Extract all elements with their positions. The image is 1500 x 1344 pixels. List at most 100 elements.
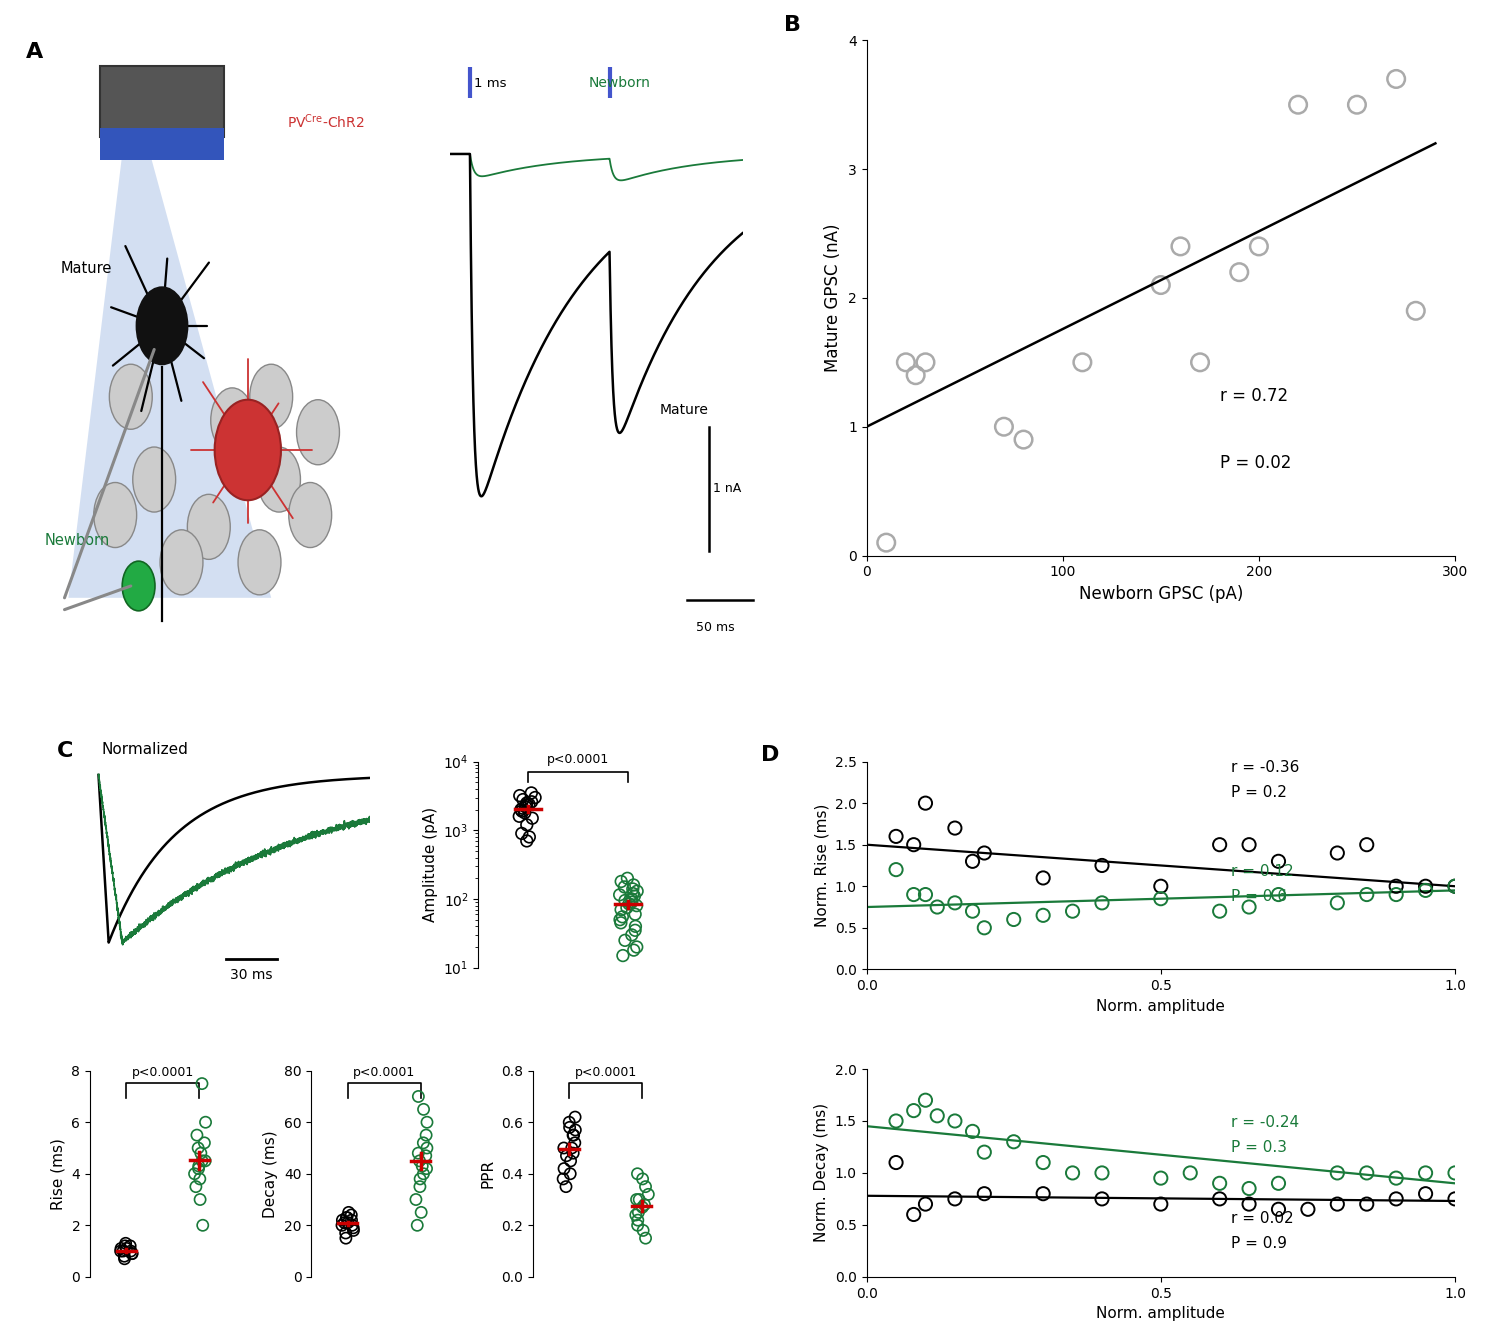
Point bbox=[519, 782, 543, 804]
Point bbox=[622, 903, 646, 925]
Point bbox=[884, 1110, 908, 1132]
Text: Newborn: Newborn bbox=[45, 532, 111, 547]
Point bbox=[1443, 875, 1467, 896]
Point bbox=[926, 896, 950, 918]
Point bbox=[108, 1241, 132, 1262]
Point bbox=[336, 1212, 360, 1234]
Point bbox=[884, 1152, 908, 1173]
Point bbox=[944, 817, 968, 839]
Point bbox=[405, 1215, 429, 1236]
Point bbox=[609, 913, 633, 934]
Point bbox=[626, 880, 650, 902]
Point bbox=[944, 892, 968, 914]
Point bbox=[972, 1141, 996, 1163]
Text: P = 0.3: P = 0.3 bbox=[1232, 1140, 1287, 1154]
Text: Mature: Mature bbox=[60, 261, 112, 276]
Point bbox=[914, 352, 938, 374]
Text: Newborn: Newborn bbox=[588, 75, 650, 90]
Point bbox=[411, 1132, 435, 1153]
Point bbox=[1384, 1168, 1408, 1189]
Point bbox=[902, 1204, 926, 1226]
Point bbox=[620, 925, 644, 946]
Text: p<0.0001: p<0.0001 bbox=[574, 1066, 636, 1079]
Point bbox=[561, 1125, 585, 1146]
Point bbox=[120, 1243, 144, 1265]
Point bbox=[632, 1220, 656, 1242]
Point bbox=[615, 896, 639, 918]
Text: p<0.0001: p<0.0001 bbox=[132, 1066, 194, 1079]
Point bbox=[1149, 875, 1173, 896]
Point bbox=[1208, 1172, 1231, 1193]
Y-axis label: Decay (ms): Decay (ms) bbox=[264, 1130, 279, 1218]
Point bbox=[1178, 1163, 1202, 1184]
Point bbox=[513, 796, 537, 817]
Point bbox=[507, 805, 531, 827]
Point bbox=[334, 1207, 358, 1228]
Point bbox=[1168, 235, 1192, 257]
Text: p<0.0001: p<0.0001 bbox=[352, 1066, 416, 1079]
Point bbox=[110, 1238, 134, 1259]
Point bbox=[416, 1111, 440, 1133]
Point bbox=[510, 801, 534, 823]
Point bbox=[408, 1176, 432, 1198]
Point bbox=[410, 1202, 434, 1223]
Point bbox=[626, 1163, 650, 1184]
Point bbox=[972, 1183, 996, 1204]
Point bbox=[408, 1168, 432, 1189]
Point bbox=[509, 785, 532, 806]
Point bbox=[614, 890, 638, 911]
Point bbox=[616, 892, 640, 914]
Text: p<0.0001: p<0.0001 bbox=[548, 754, 609, 766]
Point bbox=[1296, 1199, 1320, 1220]
Point bbox=[416, 1137, 440, 1159]
Point bbox=[333, 1222, 357, 1243]
Point bbox=[1002, 909, 1026, 930]
Y-axis label: Norm. Decay (ms): Norm. Decay (ms) bbox=[815, 1103, 830, 1242]
X-axis label: Norm. amplitude: Norm. amplitude bbox=[1096, 999, 1226, 1013]
Point bbox=[190, 1073, 214, 1094]
Point bbox=[1238, 1193, 1262, 1215]
Point bbox=[1090, 1163, 1114, 1184]
Point bbox=[884, 825, 908, 847]
Point bbox=[190, 1215, 214, 1236]
Point bbox=[620, 891, 644, 913]
Point bbox=[560, 1137, 584, 1159]
Text: D: D bbox=[760, 745, 778, 765]
Point bbox=[1011, 429, 1035, 450]
Point bbox=[884, 859, 908, 880]
Circle shape bbox=[110, 364, 153, 429]
Point bbox=[1002, 1132, 1026, 1153]
Point bbox=[1030, 1152, 1054, 1173]
Point bbox=[339, 1204, 363, 1226]
Point bbox=[1384, 1188, 1408, 1210]
Point bbox=[624, 1188, 648, 1210]
Point bbox=[1384, 875, 1408, 896]
Point bbox=[627, 1202, 651, 1223]
Point bbox=[902, 884, 926, 906]
Point bbox=[614, 930, 638, 952]
Point bbox=[513, 802, 537, 824]
Point bbox=[411, 1163, 435, 1184]
Point bbox=[1443, 1163, 1467, 1184]
Circle shape bbox=[290, 482, 332, 547]
Point bbox=[112, 1246, 136, 1267]
Point bbox=[1413, 879, 1437, 900]
Point bbox=[194, 1150, 217, 1172]
Circle shape bbox=[188, 495, 231, 559]
Point bbox=[1060, 1163, 1084, 1184]
Polygon shape bbox=[69, 83, 272, 598]
Point bbox=[114, 1238, 138, 1259]
Point bbox=[510, 823, 534, 844]
Point bbox=[555, 1145, 579, 1167]
Point bbox=[972, 917, 996, 938]
Circle shape bbox=[93, 482, 136, 547]
Point bbox=[1326, 1193, 1350, 1215]
Point bbox=[1149, 274, 1173, 296]
Point bbox=[558, 1163, 582, 1184]
Text: 1 ms: 1 ms bbox=[474, 77, 507, 90]
Text: r = 0.72: r = 0.72 bbox=[1220, 387, 1288, 405]
Point bbox=[633, 1193, 657, 1215]
Point bbox=[1384, 69, 1408, 90]
Point bbox=[1326, 843, 1350, 864]
Point bbox=[519, 792, 543, 813]
